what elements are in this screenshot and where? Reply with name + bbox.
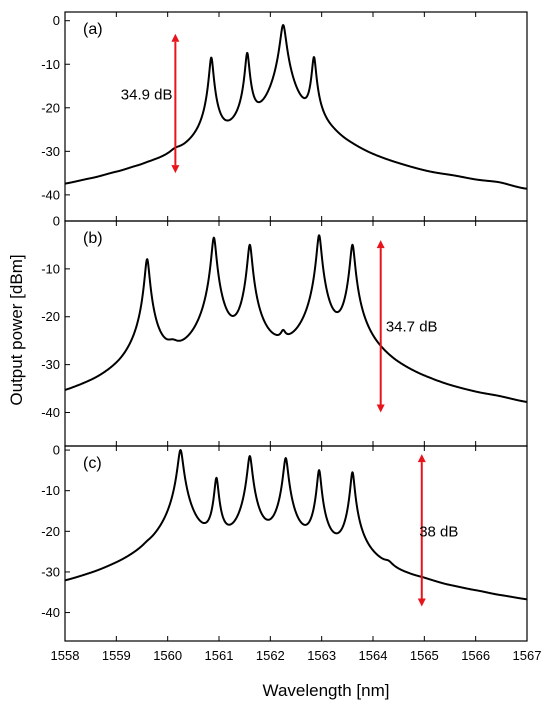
y-axis-title: Output power [dBm] [7, 254, 26, 405]
annotation-label: 38 dB [419, 523, 458, 540]
x-axis-title: Wavelength [nm] [263, 681, 390, 700]
y-tick-label: -30 [41, 357, 60, 372]
annotation-label: 34.7 dB [386, 318, 438, 335]
y-tick-label: -40 [41, 605, 60, 620]
x-tick-label: 1559 [102, 648, 131, 663]
panel-3: 0 -10 -20 -30 -40 (c) 38 dB [41, 443, 528, 642]
y-tick-label: 0 [53, 214, 60, 229]
x-tick-label: 1564 [359, 648, 388, 663]
spectrum-line-1 [65, 24, 527, 190]
annotation-arrow-head-down [417, 598, 426, 607]
y-tick-label: 0 [53, 13, 60, 28]
x-tick-label: 1566 [461, 648, 490, 663]
plot-layer: 0 -10 -20 -30 -40 (a) 34.9 dB 0 -10 -20 -30 -40 (b) 3… [41, 11, 542, 663]
panel-frame [64, 11, 528, 222]
x-tick-label: 1561 [205, 648, 234, 663]
annotation-arrow-head-down [376, 404, 385, 413]
y-tick-label: -10 [41, 261, 60, 276]
y-tick-label: -10 [41, 57, 60, 72]
y-tick-label: -20 [41, 524, 60, 539]
x-tick-label: 1558 [51, 648, 80, 663]
y-tick-label: 0 [53, 443, 60, 458]
y-tick-label: -20 [41, 309, 60, 324]
x-tick-label: 1560 [153, 648, 182, 663]
panel-1: 0 -10 -20 -30 -40 (a) 34.9 dB [41, 11, 528, 222]
annotation-label: 34.9 dB [121, 87, 173, 104]
annotation-arrow-head-down [171, 165, 180, 174]
annotation-arrow-head-up [376, 240, 385, 249]
spectrum-line-3 [65, 449, 527, 601]
spectrum-line-2 [65, 234, 527, 403]
y-tick-label: -10 [41, 483, 60, 498]
panel-frame [64, 445, 528, 642]
annotation-arrow-head-up [417, 454, 426, 463]
y-tick-label: -20 [41, 100, 60, 115]
x-tick-label: 1567 [513, 648, 542, 663]
x-tick-label: 1562 [256, 648, 285, 663]
x-tick-label: 1563 [307, 648, 336, 663]
panel-2: 0 -10 -20 -30 -40 (b) 34.7 dB [41, 214, 528, 447]
annotation-arrow-head-up [171, 33, 180, 42]
y-tick-label: -40 [41, 405, 60, 420]
y-tick-label: -30 [41, 564, 60, 579]
panel-label: (a) [83, 21, 103, 38]
panel-label: (c) [83, 455, 102, 472]
y-tick-label: -40 [41, 187, 60, 202]
panel-label: (b) [83, 230, 103, 247]
x-tick-label: 1565 [410, 648, 439, 663]
y-tick-label: -30 [41, 144, 60, 159]
